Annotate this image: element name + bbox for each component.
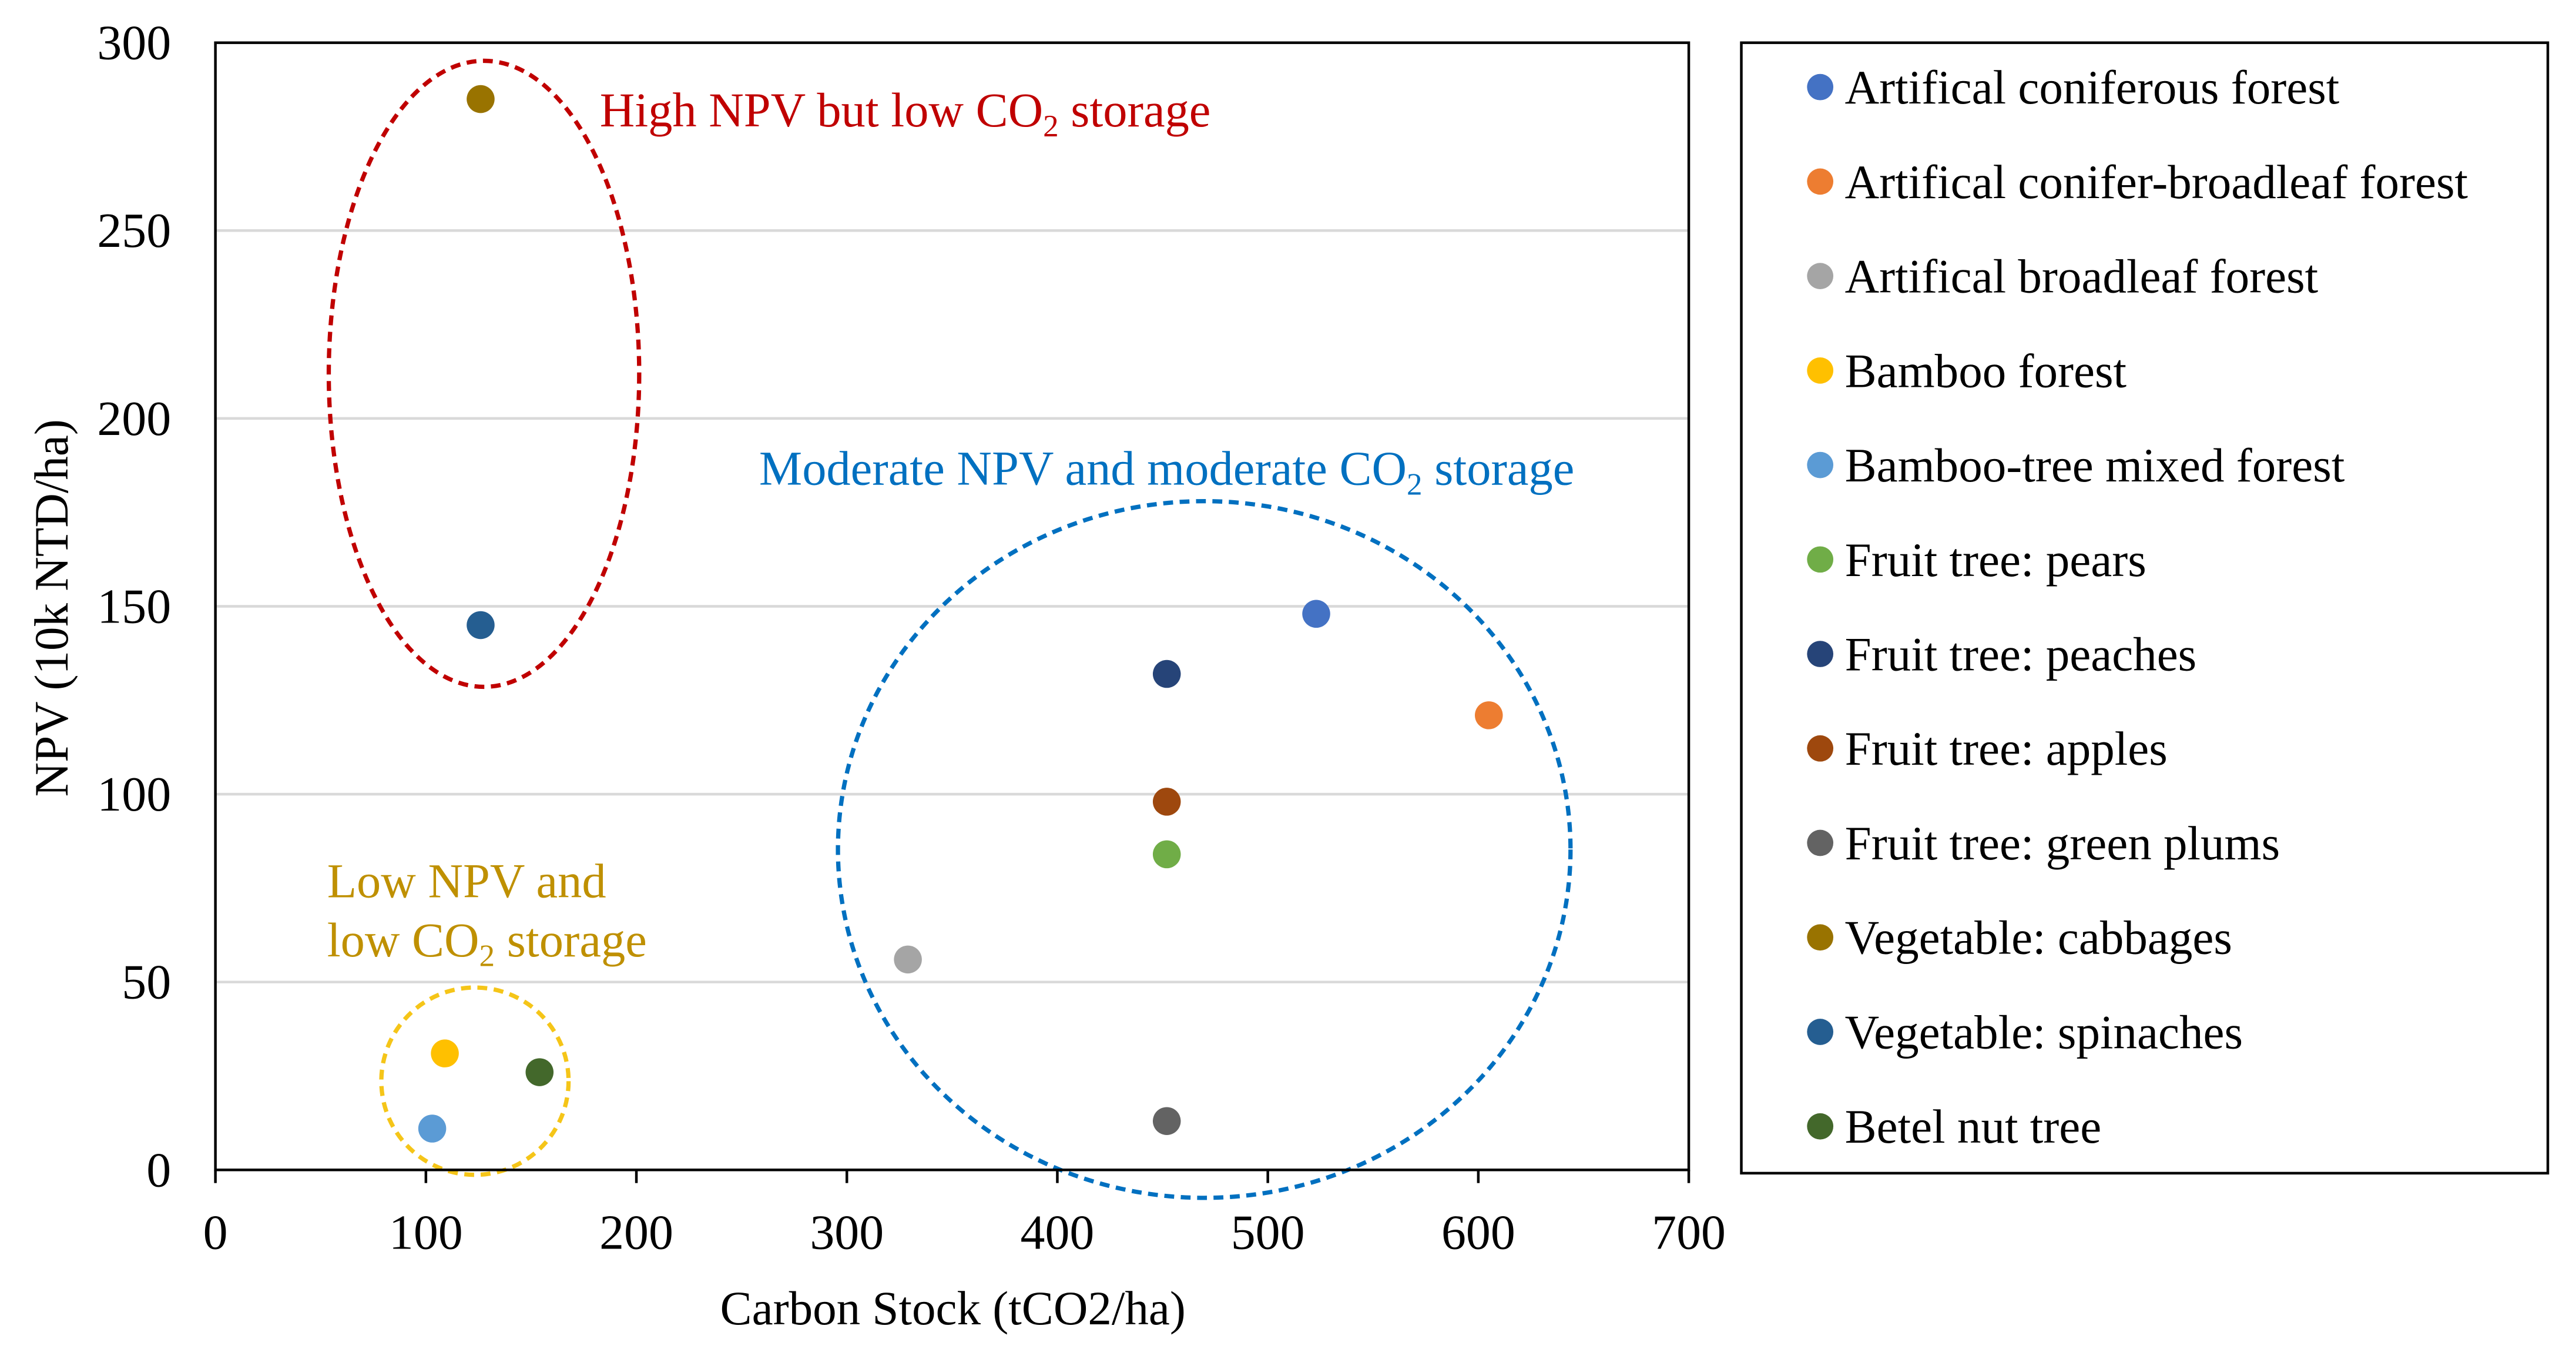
legend-marker — [1807, 1113, 1834, 1140]
legend-marker — [1807, 357, 1834, 384]
y-axis-tick-labels: 0 50 100 150 200 250 300 — [97, 16, 171, 1198]
annotation-outlines — [326, 58, 1573, 1200]
y-axis-title: NPV (10k NTD/ha) — [25, 419, 78, 796]
legend-marker — [1807, 641, 1834, 667]
y-tick-label: 250 — [97, 203, 171, 258]
y-tick-label: 0 — [146, 1143, 171, 1197]
legend-label: Bamboo forest — [1845, 344, 2127, 397]
annotation-label-low-npv-line1: Low NPV and — [327, 854, 606, 908]
legend-item: Fruit tree: peaches — [1807, 628, 2196, 681]
data-point-artifical-conifer-broadleaf-forest — [1475, 701, 1503, 729]
y-tick-label: 150 — [97, 579, 171, 634]
data-point-fruit-tree-peaches — [1152, 660, 1181, 688]
legend-marker — [1807, 451, 1834, 478]
legend-label: Artifical conifer-broadleaf forest — [1845, 156, 2468, 209]
gridlines — [215, 229, 1689, 983]
data-point-betel-nut-tree — [525, 1058, 554, 1086]
x-axis-title: Carbon Stock (tCO2/ha) — [720, 1282, 1186, 1335]
legend-item: Artifical broadleaf forest — [1807, 250, 2319, 303]
data-point-artifical-coniferous-forest — [1302, 600, 1330, 628]
x-tick-label: 700 — [1652, 1205, 1726, 1260]
y-tick-label: 50 — [122, 955, 171, 1010]
data-point-fruit-tree-apples — [1152, 788, 1181, 816]
legend-marker — [1807, 1019, 1834, 1045]
data-point-vegetable-spinaches — [467, 611, 495, 640]
x-tick-label: 400 — [1021, 1205, 1095, 1260]
y-tick-label: 300 — [97, 16, 171, 71]
annotation-text: storage — [1059, 83, 1211, 137]
legend-label: Fruit tree: pears — [1845, 534, 2146, 587]
legend-label: Fruit tree: peaches — [1845, 628, 2197, 681]
annotation-text: storage — [1423, 442, 1575, 496]
annotation-subscript: 2 — [1407, 467, 1423, 501]
legend-marker — [1807, 168, 1834, 195]
data-point-fruit-tree-green-plums — [1152, 1107, 1181, 1135]
legend-marker — [1807, 73, 1834, 101]
annotation-subscript: 2 — [1043, 109, 1059, 143]
annotation-text: High NPV but low CO — [600, 83, 1043, 137]
legend-label: Fruit tree: apples — [1845, 722, 2168, 775]
annotation-text: Moderate NPV and moderate CO — [759, 442, 1407, 496]
legend-item: Artifical conifer-broadleaf forest — [1807, 156, 2468, 209]
annotation-ellipse-low-npv — [379, 985, 571, 1177]
legend-marker — [1807, 263, 1834, 289]
data-point-bamboo-forest — [431, 1039, 459, 1067]
legend-item: Artifical coniferous forest — [1807, 61, 2340, 114]
legend-label: Fruit tree: green plums — [1845, 817, 2280, 870]
data-point-fruit-tree-pears — [1152, 840, 1181, 869]
annotation-subscript: 2 — [479, 939, 495, 973]
plot-area-frame — [214, 41, 1690, 1171]
legend-label: Artifical broadleaf forest — [1845, 250, 2319, 303]
annotation-ellipse-moderate-npv — [836, 498, 1573, 1200]
legend-label: Artifical coniferous forest — [1845, 61, 2340, 114]
legend-label: Vegetable: cabbages — [1845, 912, 2232, 965]
legend-marker — [1807, 829, 1834, 856]
x-tick-label: 300 — [810, 1205, 884, 1260]
annotation-label-high-npv: High NPV but low CO2 storage — [600, 83, 1211, 143]
data-point-artifical-broadleaf-forest — [894, 945, 922, 974]
legend-item: Bamboo-tree mixed forest — [1807, 439, 2345, 492]
annotation-label-moderate-npv: Moderate NPV and moderate CO2 storage — [759, 442, 1574, 502]
x-tick-label: 100 — [389, 1205, 463, 1260]
x-axis-tick-labels: 0 100 200 300 400 500 600 700 — [203, 1205, 1726, 1260]
x-axis-tickmarks — [214, 1170, 1690, 1183]
legend-item: Betel nut tree — [1807, 1100, 2101, 1153]
legend-item: Fruit tree: apples — [1807, 722, 2168, 775]
x-tick-label: 0 — [203, 1205, 228, 1260]
x-tick-label: 200 — [599, 1205, 673, 1260]
legend-marker — [1807, 924, 1834, 951]
legend-label: Vegetable: spinaches — [1845, 1006, 2243, 1059]
annotation-ellipse-high-npv — [326, 58, 642, 689]
legend-box — [1740, 41, 2550, 1175]
x-tick-label: 500 — [1231, 1205, 1305, 1260]
data-point-bamboo-tree-mixed-forest — [418, 1114, 447, 1143]
annotation-text: low CO — [327, 913, 479, 967]
annotation-text: storage — [495, 913, 647, 967]
legend: Artifical coniferous forest Artifical con… — [1807, 61, 2468, 1153]
y-tick-label: 200 — [97, 391, 171, 446]
legend-item: Vegetable: cabbages — [1807, 912, 2232, 965]
legend-item: Vegetable: spinaches — [1807, 1006, 2243, 1059]
annotation-text: Low NPV and — [327, 854, 606, 908]
x-tick-label: 600 — [1441, 1205, 1515, 1260]
data-point-vegetable-cabbages — [467, 85, 495, 113]
data-points — [418, 85, 1503, 1143]
legend-label: Bamboo-tree mixed forest — [1845, 439, 2345, 492]
legend-item: Fruit tree: pears — [1807, 534, 2146, 587]
annotation-label-low-npv-line2: low CO2 storage — [327, 913, 647, 973]
legend-label: Betel nut tree — [1845, 1100, 2102, 1153]
legend-marker — [1807, 735, 1834, 762]
legend-item: Bamboo forest — [1807, 344, 2127, 397]
y-tick-label: 100 — [97, 767, 171, 822]
legend-marker — [1807, 546, 1834, 573]
legend-item: Fruit tree: green plums — [1807, 817, 2280, 870]
